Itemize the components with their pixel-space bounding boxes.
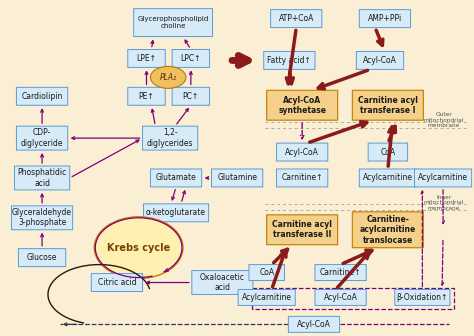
Text: Acylcarnitine: Acylcarnitine [363,173,413,182]
Text: LPE↑: LPE↑ [137,54,156,63]
FancyBboxPatch shape [414,169,472,187]
Text: Carnitine↑: Carnitine↑ [320,268,361,277]
FancyBboxPatch shape [276,143,328,161]
FancyBboxPatch shape [238,290,295,305]
FancyBboxPatch shape [17,126,68,150]
FancyBboxPatch shape [352,212,423,248]
Text: Phosphatidic
acid: Phosphatidic acid [18,168,67,188]
FancyBboxPatch shape [264,51,315,70]
FancyBboxPatch shape [143,126,198,150]
FancyBboxPatch shape [368,143,408,161]
FancyBboxPatch shape [359,10,410,28]
Text: Glucose: Glucose [27,253,57,262]
Text: AMP+PPi: AMP+PPi [368,14,402,23]
FancyBboxPatch shape [18,249,66,266]
Text: α-ketoglutarate: α-ketoglutarate [146,208,206,217]
FancyBboxPatch shape [352,90,423,120]
FancyBboxPatch shape [315,264,366,281]
FancyBboxPatch shape [17,87,68,105]
FancyBboxPatch shape [211,169,263,187]
FancyBboxPatch shape [15,166,70,190]
Text: Glyceraldehyde
3-phosphate: Glyceraldehyde 3-phosphate [12,208,72,227]
Text: Carnitine acyl
transferase II: Carnitine acyl transferase II [272,220,332,240]
Text: Krebs cycle: Krebs cycle [107,243,170,253]
FancyBboxPatch shape [172,87,210,105]
Text: LPC↑: LPC↑ [181,54,201,63]
FancyBboxPatch shape [144,204,209,222]
Text: Acyl-CoA
synthetase: Acyl-CoA synthetase [278,95,326,115]
Text: Cardiolipin: Cardiolipin [21,92,63,101]
FancyBboxPatch shape [288,317,339,332]
Text: CDP-
diglyceride: CDP- diglyceride [21,128,64,148]
FancyBboxPatch shape [172,49,210,68]
Text: Glutamine: Glutamine [217,173,257,182]
Ellipse shape [94,217,183,279]
Text: Acyl-CoA: Acyl-CoA [285,148,319,157]
FancyBboxPatch shape [249,264,284,281]
Ellipse shape [150,67,186,88]
FancyBboxPatch shape [359,169,417,187]
FancyBboxPatch shape [150,169,201,187]
Text: CoA: CoA [259,268,274,277]
FancyBboxPatch shape [128,87,165,105]
Text: Oxaloacetic
acid: Oxaloacetic acid [200,273,245,292]
FancyBboxPatch shape [192,270,253,294]
Text: Acylcarnitine: Acylcarnitine [242,293,292,302]
FancyBboxPatch shape [11,206,73,230]
Text: 1,2-
diglycerides: 1,2- diglycerides [147,128,193,148]
Text: Acyl-CoA: Acyl-CoA [324,293,357,302]
Text: Carnitine-
acylcarnitine
translocase: Carnitine- acylcarnitine translocase [360,215,416,245]
FancyBboxPatch shape [267,215,337,245]
Text: Carnitine acyl
transferase I: Carnitine acyl transferase I [358,95,418,115]
FancyBboxPatch shape [271,10,322,28]
Text: Acyl-CoA: Acyl-CoA [363,56,397,65]
FancyBboxPatch shape [315,290,366,305]
Text: Acyl-CoA: Acyl-CoA [297,320,331,329]
FancyBboxPatch shape [134,9,212,37]
FancyBboxPatch shape [91,274,143,292]
Text: PC↑: PC↑ [182,92,199,101]
FancyBboxPatch shape [356,51,404,70]
FancyBboxPatch shape [395,290,450,305]
Text: ATP+CoA: ATP+CoA [279,14,314,23]
Text: PLA₂: PLA₂ [160,73,177,82]
Text: CoA: CoA [380,148,395,157]
Text: Inner
mitochondrial
membrane: Inner mitochondrial membrane [423,195,464,211]
FancyBboxPatch shape [276,169,328,187]
FancyBboxPatch shape [267,90,337,120]
Text: Carnitine↑: Carnitine↑ [282,173,323,182]
Text: Citric acid: Citric acid [98,278,136,287]
Text: Acylcarnitine: Acylcarnitine [418,173,468,182]
FancyBboxPatch shape [128,49,165,68]
Text: β-Oxidation↑: β-Oxidation↑ [397,293,448,302]
Text: Outer
mitochondrial
membrane: Outer mitochondrial membrane [423,112,464,128]
Text: PE↑: PE↑ [138,92,155,101]
Text: Glutamate: Glutamate [155,173,196,182]
Text: Fatty acid↑: Fatty acid↑ [267,56,311,65]
Text: Glycerophospholipid
choline: Glycerophospholipid choline [137,16,209,29]
